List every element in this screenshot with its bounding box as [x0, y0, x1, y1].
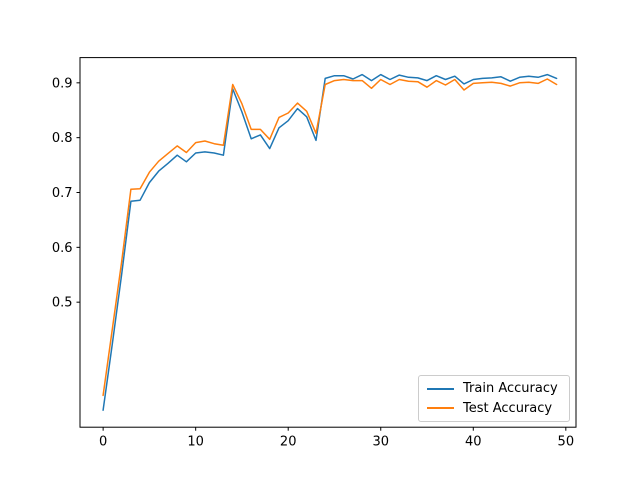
legend-entry-test-accuracy: Test Accuracy [427, 399, 561, 419]
y-tick-label: 0.8 [52, 131, 73, 146]
x-tick-label: 30 [372, 435, 389, 450]
train-accuracy-line-icon [427, 387, 454, 390]
axes-frame [79, 57, 577, 428]
x-tick-label: 10 [187, 435, 204, 450]
x-tick-label: 20 [280, 435, 297, 450]
y-tick-label: 0.7 [52, 186, 73, 201]
legend-label-test-accuracy: Test Accuracy [463, 400, 553, 416]
legend: Train Accuracy Test Accuracy [418, 375, 570, 422]
x-tick-label: 0 [99, 435, 107, 450]
x-tick-label: 40 [465, 435, 482, 450]
y-tick-label: 0.9 [52, 76, 73, 91]
series-line-train [102, 73, 558, 411]
test-accuracy-line-icon [427, 407, 454, 410]
legend-entry-train-accuracy: Train Accuracy [427, 379, 561, 399]
series-line-test [102, 78, 558, 397]
y-tick-label: 0.6 [52, 241, 73, 256]
y-tick-label: 0.5 [52, 296, 73, 311]
legend-label-train-accuracy: Train Accuracy [463, 381, 558, 397]
x-tick-label: 50 [558, 435, 575, 450]
